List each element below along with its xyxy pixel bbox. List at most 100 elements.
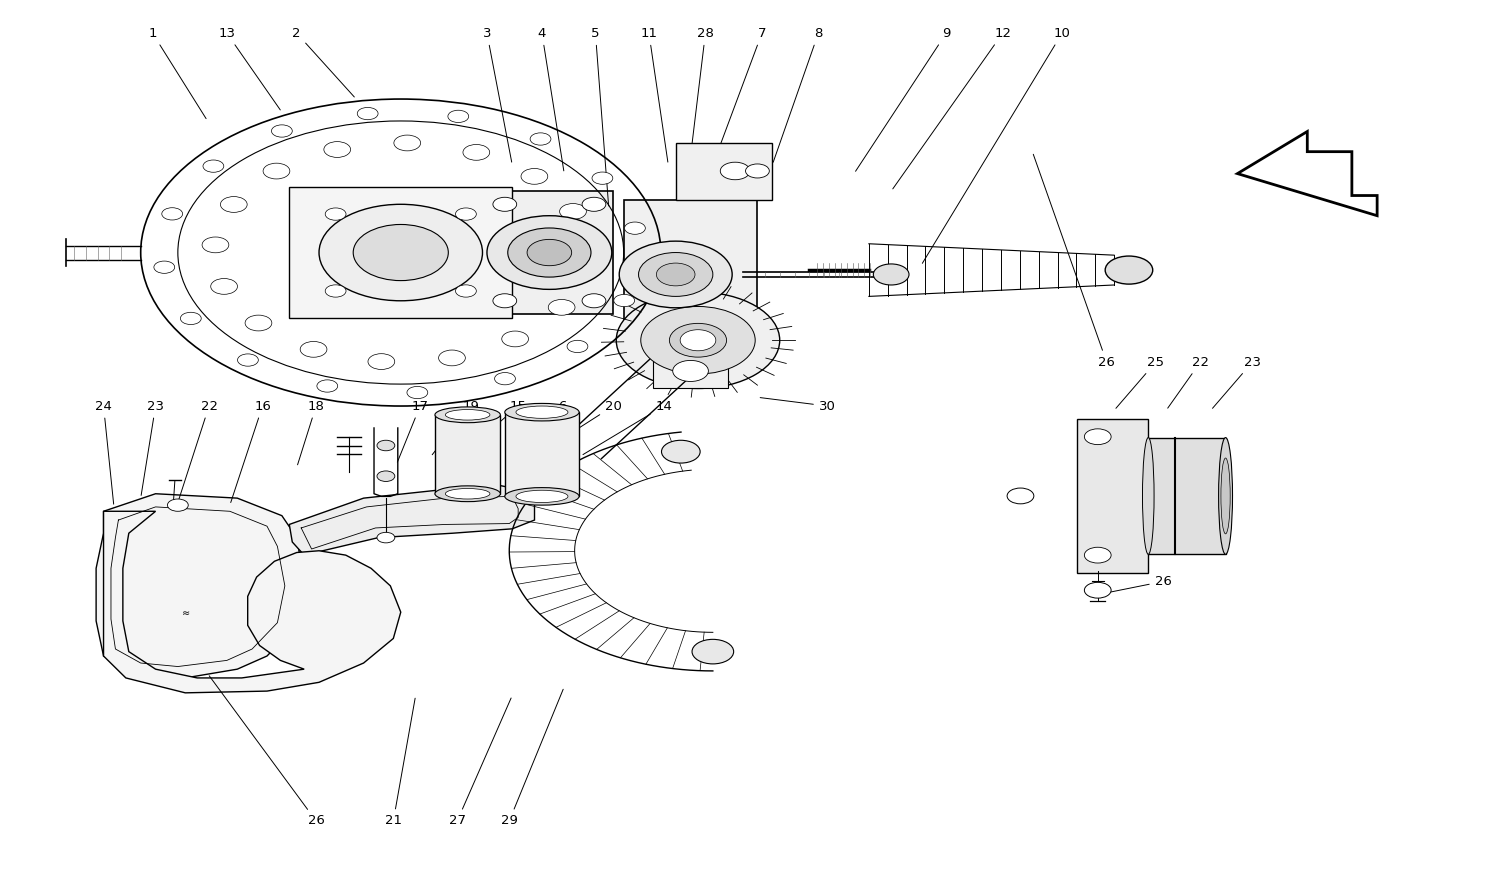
Circle shape [456,285,477,297]
Circle shape [560,203,586,219]
Circle shape [262,163,290,179]
Text: 4: 4 [538,27,564,171]
Circle shape [1106,256,1152,284]
Circle shape [592,172,613,184]
Circle shape [320,204,483,301]
Circle shape [614,294,634,307]
Circle shape [244,315,272,331]
Circle shape [326,285,346,297]
Circle shape [494,197,516,211]
Text: 21: 21 [386,699,416,828]
Ellipse shape [516,406,568,418]
Circle shape [1007,488,1034,503]
Circle shape [210,279,237,294]
Circle shape [692,640,734,664]
Text: 23: 23 [141,399,164,495]
Text: 1: 1 [148,27,206,119]
Circle shape [1084,583,1112,598]
Circle shape [1084,429,1112,445]
Circle shape [582,197,606,211]
Ellipse shape [506,487,579,505]
Text: 12: 12 [892,27,1011,189]
Bar [654,354,728,388]
Circle shape [406,387,427,398]
Circle shape [326,208,346,220]
Text: 26: 26 [209,675,324,828]
Circle shape [180,312,201,324]
Text: 16: 16 [231,399,272,503]
Text: 23: 23 [1212,356,1261,408]
Circle shape [394,135,420,151]
Text: 26: 26 [1101,575,1172,594]
Circle shape [657,263,694,286]
Circle shape [376,440,394,451]
Text: 11: 11 [640,27,668,162]
Circle shape [376,532,394,543]
Polygon shape [96,494,304,678]
Text: 30: 30 [760,397,836,413]
Circle shape [640,307,754,374]
Circle shape [488,216,612,290]
Text: 20: 20 [544,399,621,450]
Text: 19: 19 [432,399,478,454]
Circle shape [669,323,726,357]
Circle shape [168,499,189,511]
Text: 3: 3 [483,27,512,162]
Circle shape [624,222,645,234]
Circle shape [680,330,716,351]
Circle shape [376,471,394,481]
Text: 13: 13 [219,27,280,110]
Bar [1077,419,1149,573]
Circle shape [520,168,548,184]
Circle shape [368,354,394,370]
Bar [675,143,772,200]
Ellipse shape [435,486,501,502]
Circle shape [272,125,292,137]
Ellipse shape [446,488,491,499]
Circle shape [746,164,770,178]
Circle shape [162,208,183,220]
Ellipse shape [1218,437,1233,554]
Polygon shape [290,485,534,555]
Circle shape [464,144,489,160]
Circle shape [352,225,448,281]
Ellipse shape [506,404,579,421]
Circle shape [495,372,516,385]
Circle shape [720,162,750,180]
Text: 5: 5 [591,27,609,206]
Ellipse shape [435,407,501,422]
Polygon shape [104,511,400,693]
Circle shape [448,110,468,122]
Circle shape [357,108,378,119]
Text: 22: 22 [1167,356,1209,408]
Circle shape [494,294,516,307]
Text: 27: 27 [448,698,512,828]
Bar [435,415,501,494]
Text: 7: 7 [714,27,766,162]
Bar [624,200,758,349]
Bar [506,413,579,496]
Circle shape [873,264,909,285]
Circle shape [509,228,591,277]
Circle shape [616,292,780,388]
Circle shape [639,252,712,297]
Circle shape [620,241,732,307]
Circle shape [549,299,574,315]
Text: 29: 29 [501,690,562,828]
Text: 8: 8 [772,27,822,162]
Circle shape [324,142,351,158]
Text: 26: 26 [1034,154,1114,369]
Ellipse shape [1221,458,1230,534]
Text: 9: 9 [855,27,951,171]
Circle shape [316,380,338,392]
Bar [1149,437,1226,554]
Circle shape [202,160,223,172]
Circle shape [1084,547,1112,563]
Circle shape [438,350,465,366]
Circle shape [202,237,229,253]
Text: 18: 18 [297,399,324,465]
Circle shape [672,361,708,381]
Text: 6: 6 [514,399,567,450]
Circle shape [530,133,550,145]
Text: 2: 2 [292,27,354,97]
